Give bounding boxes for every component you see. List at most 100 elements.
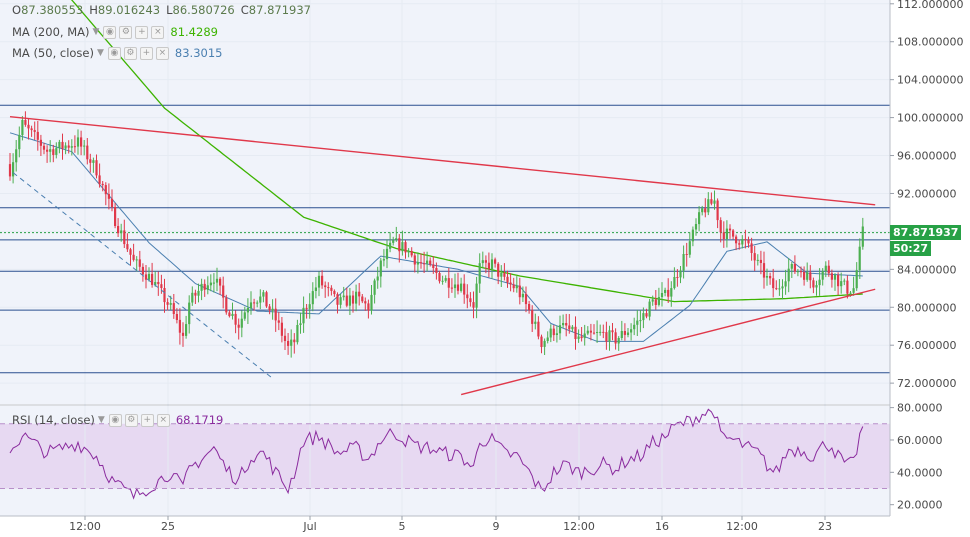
candle[interactable] — [450, 278, 453, 293]
candle[interactable] — [840, 272, 843, 294]
candle[interactable] — [197, 283, 200, 303]
candle[interactable] — [645, 308, 648, 319]
candle[interactable] — [123, 219, 126, 248]
candle[interactable] — [395, 226, 398, 242]
candle[interactable] — [104, 182, 107, 206]
trendline[interactable] — [9, 115, 876, 206]
candle[interactable] — [694, 218, 698, 236]
candle[interactable] — [503, 263, 506, 281]
candle[interactable] — [741, 235, 744, 249]
candle[interactable] — [679, 266, 682, 284]
candle[interactable] — [738, 239, 741, 250]
candle[interactable] — [546, 331, 549, 344]
gear-icon[interactable]: ⚙ — [123, 46, 137, 60]
candle[interactable] — [580, 327, 583, 342]
candle[interactable] — [382, 249, 385, 267]
candle[interactable] — [181, 322, 185, 347]
candle[interactable] — [58, 139, 61, 154]
candle[interactable] — [280, 317, 283, 343]
candle[interactable] — [110, 189, 114, 212]
candle[interactable] — [781, 279, 784, 300]
candle[interactable] — [46, 145, 49, 163]
eye-icon[interactable]: ◉ — [103, 25, 117, 39]
candle[interactable] — [132, 243, 135, 262]
candle[interactable] — [49, 140, 52, 163]
candle[interactable] — [833, 273, 837, 291]
candle[interactable] — [339, 294, 342, 309]
candle[interactable] — [475, 276, 478, 319]
candle[interactable] — [818, 268, 821, 296]
candle[interactable] — [531, 305, 534, 332]
candle[interactable] — [614, 328, 617, 350]
candle[interactable] — [70, 139, 73, 156]
candle[interactable] — [364, 297, 367, 311]
candle[interactable] — [633, 317, 636, 336]
candle[interactable] — [407, 248, 410, 258]
candle[interactable] — [466, 284, 469, 309]
candle[interactable] — [803, 266, 806, 286]
candle[interactable] — [64, 142, 67, 155]
candle[interactable] — [592, 324, 596, 335]
candle[interactable] — [259, 289, 262, 310]
candle[interactable] — [141, 263, 144, 282]
trendline[interactable] — [460, 288, 876, 396]
candle[interactable] — [367, 299, 370, 319]
candle[interactable] — [80, 130, 83, 156]
candle[interactable] — [552, 325, 555, 341]
candle[interactable] — [147, 267, 151, 282]
candle[interactable] — [293, 333, 296, 354]
candle[interactable] — [18, 126, 21, 158]
candle[interactable] — [855, 262, 858, 291]
candle[interactable] — [287, 333, 290, 355]
candle[interactable] — [262, 290, 265, 303]
candle[interactable] — [305, 304, 308, 319]
candle[interactable] — [429, 257, 432, 267]
candle[interactable] — [620, 320, 623, 341]
candle[interactable] — [129, 247, 132, 266]
candle[interactable] — [657, 287, 660, 307]
plus-icon[interactable]: + — [135, 25, 149, 39]
candle[interactable] — [753, 245, 756, 271]
candle[interactable] — [654, 290, 657, 310]
candle[interactable] — [747, 236, 750, 248]
candle[interactable] — [336, 292, 339, 314]
candle[interactable] — [784, 269, 787, 295]
candle[interactable] — [515, 276, 518, 293]
candle[interactable] — [277, 312, 280, 331]
candle[interactable] — [206, 276, 209, 295]
candle[interactable] — [370, 285, 373, 315]
trendlines[interactable] — [9, 115, 876, 396]
candle[interactable] — [571, 325, 574, 332]
candle[interactable] — [135, 256, 138, 272]
candle[interactable] — [83, 140, 86, 156]
candle[interactable] — [256, 300, 259, 308]
candle[interactable] — [824, 261, 827, 278]
candle[interactable] — [330, 285, 333, 296]
candle[interactable] — [487, 252, 490, 278]
candle[interactable] — [608, 325, 611, 351]
candle[interactable] — [472, 291, 475, 319]
candle[interactable] — [701, 205, 704, 216]
candle[interactable] — [27, 118, 30, 140]
candle[interactable] — [599, 324, 602, 336]
price-axis[interactable]: 112.000000 108.000000 104.000000 100.000000… — [890, 0, 963, 390]
candle[interactable] — [710, 192, 713, 206]
candle[interactable] — [311, 282, 314, 312]
candle[interactable] — [228, 310, 231, 318]
candle[interactable] — [481, 251, 484, 268]
candle[interactable] — [484, 255, 487, 274]
candle[interactable] — [651, 295, 654, 306]
candle[interactable] — [574, 316, 577, 350]
candle[interactable] — [682, 245, 685, 279]
candle[interactable] — [157, 271, 160, 296]
candle[interactable] — [759, 250, 762, 275]
candle[interactable] — [586, 326, 589, 336]
candle[interactable] — [630, 323, 633, 341]
candle[interactable] — [144, 265, 148, 289]
candle[interactable] — [419, 253, 423, 269]
candle[interactable] — [358, 283, 361, 306]
candle[interactable] — [540, 334, 543, 354]
candle[interactable] — [852, 276, 855, 296]
eye-icon[interactable]: ◉ — [107, 46, 121, 60]
plus-icon[interactable]: + — [140, 413, 154, 427]
